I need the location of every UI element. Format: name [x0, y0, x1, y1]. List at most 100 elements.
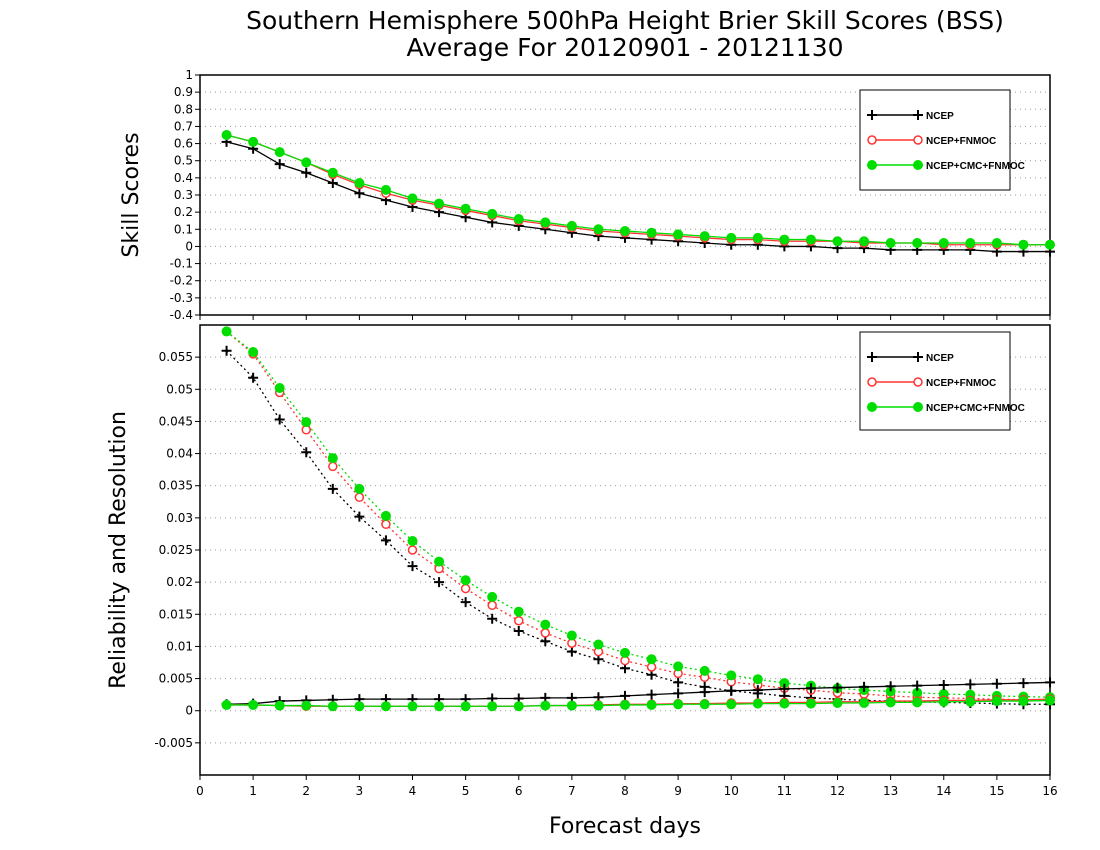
data-point: [513, 214, 524, 224]
data-point: [274, 700, 285, 711]
y-tick-label: 0.025: [159, 543, 193, 557]
chart-title-line1: Southern Hemisphere 500hPa Height Brier …: [246, 6, 1004, 35]
data-point: [1045, 677, 1055, 688]
data-point: [593, 224, 604, 235]
data-point: [752, 698, 763, 709]
data-point: [726, 685, 737, 696]
legend-label: NCEP+CMC+FNMOC: [926, 403, 1025, 414]
x-axis-title: Forecast days: [549, 814, 701, 839]
data-point: [487, 600, 497, 611]
data-point: [991, 696, 1002, 707]
legend-marker: [867, 352, 877, 362]
data-point: [274, 159, 285, 170]
data-point: [487, 591, 498, 602]
data-point: [885, 681, 896, 692]
y-tick-label: 0.055: [159, 350, 193, 364]
panel-2: -0.005 0 0.005 0.01 0.015 0.02 0.025 0.03 0.035 0…: [106, 324, 1058, 798]
data-point: [673, 677, 684, 688]
data-point: [301, 447, 312, 458]
data-point: [673, 229, 684, 240]
data-point: [1045, 695, 1055, 706]
data-point: [726, 699, 737, 710]
data-point: [221, 130, 232, 140]
x-tick-label: 2: [302, 784, 310, 798]
data-point: [301, 700, 312, 711]
data-point: [354, 511, 365, 522]
data-point: [513, 701, 524, 712]
data-point: [646, 689, 657, 700]
plot-frame: [199, 74, 1051, 316]
data-point: [726, 232, 737, 243]
data-point: [620, 699, 630, 710]
data-point: [434, 577, 445, 588]
data-point: [752, 232, 763, 243]
data-point: [407, 545, 418, 555]
data-point: [699, 231, 710, 242]
legend-marker: [867, 135, 877, 145]
y-axis-title: Reliability and Resolution: [106, 411, 131, 689]
data-point: [301, 167, 312, 178]
data-point: [514, 615, 524, 626]
data-point: [673, 699, 684, 710]
x-tick-label: 16: [1042, 784, 1057, 798]
data-point: [460, 701, 471, 712]
y-tick-label: 0.005: [159, 672, 193, 686]
legend-label: NCEP+CMC+FNMOC: [926, 161, 1025, 172]
x-tick-label: 8: [621, 784, 629, 798]
data-point: [434, 556, 445, 567]
data-point: [620, 226, 630, 236]
data-point: [566, 630, 577, 641]
data-point: [965, 696, 976, 707]
data-point: [646, 227, 657, 238]
data-point: [938, 696, 949, 707]
legend-marker: [867, 377, 877, 387]
legend-label: NCEP: [926, 353, 954, 364]
x-tick-label: 13: [883, 784, 898, 798]
x-tick-label: 14: [936, 784, 951, 798]
legend-marker: [913, 110, 923, 120]
data-point: [434, 198, 445, 209]
data-point: [673, 688, 684, 699]
legend-label: NCEP: [926, 111, 954, 122]
data-point: [566, 220, 577, 231]
y-tick-label: 0.015: [159, 607, 193, 621]
data-point: [407, 561, 418, 572]
x-tick-label: 5: [462, 784, 470, 798]
data-point: [327, 167, 338, 178]
data-point: [805, 683, 816, 694]
legend-label: NCEP+FNMOC: [926, 136, 996, 147]
data-point: [566, 646, 577, 657]
chart-title-line2: Average For 20120901 - 20121130: [406, 33, 843, 62]
data-point: [859, 698, 870, 708]
data-point: [1018, 696, 1029, 707]
legend: NCEP NCEP+FNMOC NCEP+CMC+FNMOC: [859, 331, 1025, 431]
data-point: [593, 700, 604, 711]
y-tick-label: 0.4: [174, 171, 193, 185]
data-point: [885, 697, 896, 708]
data-point: [1018, 239, 1029, 250]
data-point: [327, 483, 338, 494]
plot-frame: [199, 324, 1051, 776]
panel-1: -0.4 -0.3 -0.2 -0.1 0 0.1 0.2 0.3 0.4 0.5 0.6 0.7 0.…: [119, 68, 1055, 322]
x-tick-label: 3: [356, 784, 364, 798]
y-tick-label: 0.8: [174, 102, 193, 116]
data-point: [327, 453, 338, 464]
data-point: [699, 699, 710, 710]
data-point: [274, 383, 285, 393]
x-tick-label: 4: [409, 784, 417, 798]
x-tick-label: 9: [674, 784, 682, 798]
data-point: [620, 690, 630, 701]
data-point: [407, 701, 418, 712]
data-point: [673, 661, 684, 672]
data-point: [380, 535, 391, 546]
data-point: [885, 238, 896, 248]
data-point: [460, 203, 471, 214]
data-point: [434, 701, 445, 712]
legend-box: [859, 331, 1011, 431]
data-point: [699, 665, 710, 676]
data-point: [221, 326, 232, 337]
legend-marker: [913, 160, 923, 170]
data-point: [779, 698, 790, 709]
y-tick-label: -0.2: [170, 274, 193, 288]
data-point: [301, 157, 312, 168]
